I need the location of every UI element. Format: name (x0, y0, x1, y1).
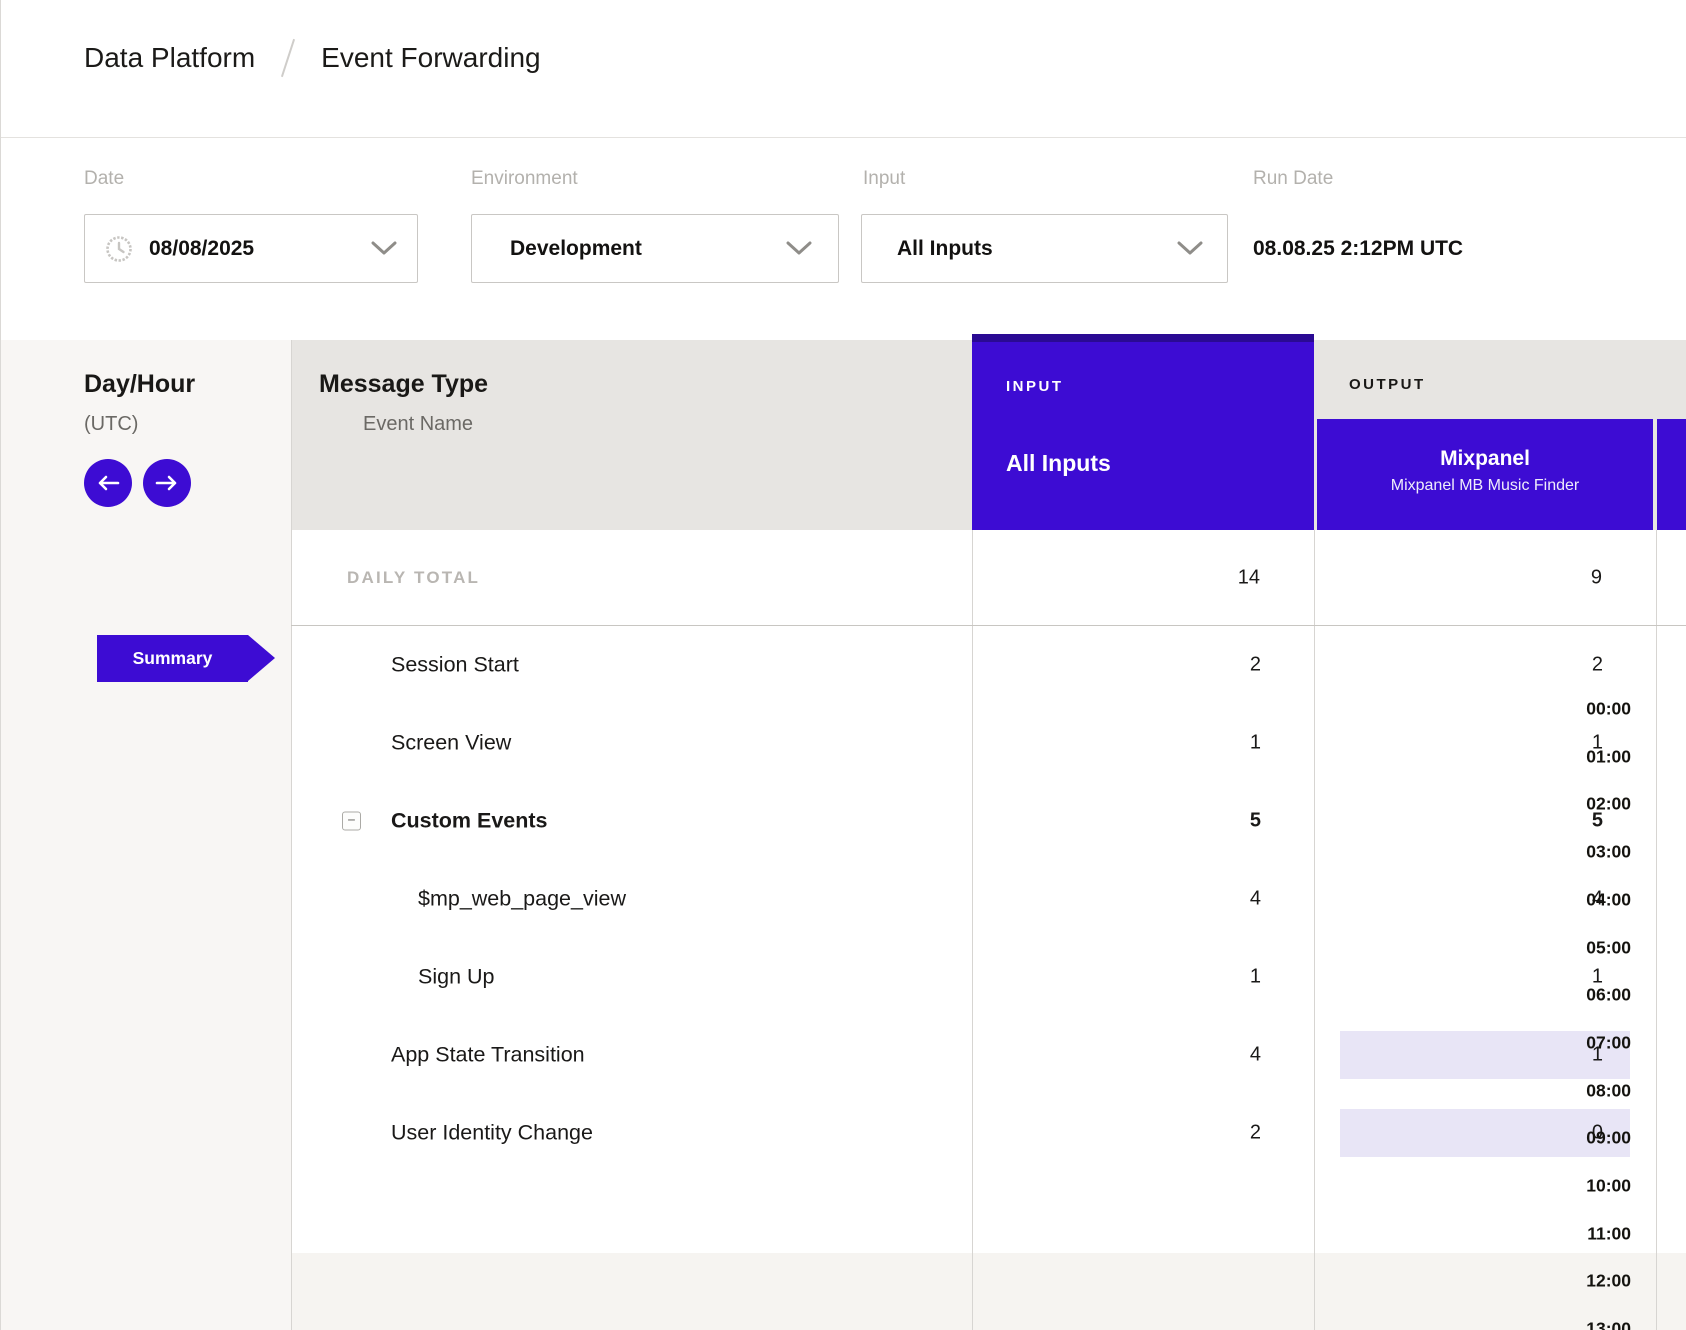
grid-line-input-left (972, 530, 973, 1330)
table-row[interactable]: − Custom Events 5 5 (1, 782, 1686, 860)
input-count: 5 (1249, 809, 1261, 832)
hour-item-1000[interactable]: 10:00 (1586, 1175, 1631, 1196)
table-row[interactable]: Session Start 2 2 (1, 626, 1686, 704)
mixpanel-column-subtitle: Mixpanel MB Music Finder (1390, 477, 1580, 494)
grid-line-time-rail (291, 340, 292, 1330)
input-count: 1 (1249, 965, 1261, 988)
breadcrumb-data-platform[interactable]: Data Platform (84, 42, 256, 73)
day-hour-header: Day/Hour (84, 370, 196, 398)
output-count: 2 (1591, 653, 1603, 676)
top-bar: Data Platform Event Forwarding (1, 0, 1686, 138)
daily-total-output-value: 9 (1590, 566, 1602, 589)
event-name: Custom Events (391, 808, 548, 833)
event-name: User Identity Change (391, 1120, 593, 1145)
hour-item-0900[interactable]: 09:00 (1586, 1127, 1631, 1148)
hour-item-1300[interactable]: 13:00 (1586, 1318, 1631, 1330)
summary-tab-arrow (248, 635, 275, 681)
output-count: 1 (1591, 1043, 1603, 1066)
hour-item-0400[interactable]: 04:00 (1586, 889, 1631, 910)
table-row[interactable]: $mp_web_page_view 4 4 (1, 860, 1686, 938)
hour-item-0600[interactable]: 06:00 (1586, 984, 1631, 1005)
output-highlight-cell (1340, 1109, 1630, 1157)
hour-item-0300[interactable]: 03:00 (1586, 841, 1631, 862)
output-count: 5 (1591, 809, 1603, 832)
hour-item-1100[interactable]: 11:00 (1587, 1223, 1631, 1244)
clock-icon (106, 235, 132, 262)
environment-dropdown[interactable]: Development (471, 214, 839, 283)
event-name: Sign Up (418, 964, 495, 989)
next-output-column-partial (1657, 419, 1686, 530)
environment-value: Development (510, 236, 642, 260)
message-type-header: Message Type (319, 370, 489, 398)
daily-total-label: DAILY TOTAL (347, 567, 481, 587)
summary-tab[interactable]: Summary (97, 635, 275, 682)
input-column-header[interactable]: INPUT All Inputs (972, 334, 1314, 530)
date-dropdown[interactable]: 08/08/2025 (84, 214, 418, 283)
input-section-label: INPUT (1006, 378, 1064, 395)
hour-item-0000[interactable]: 00:00 (1586, 698, 1631, 719)
breadcrumb-separator (281, 38, 296, 78)
table-row[interactable]: User Identity Change 2 0 (1, 1094, 1686, 1172)
environment-filter-label: Environment (471, 168, 578, 189)
chevron-down-icon (371, 241, 397, 255)
input-count: 4 (1249, 1043, 1261, 1066)
date-value: 08/08/2025 (149, 236, 255, 260)
table-footer-band (291, 1253, 1686, 1330)
hour-item-0700[interactable]: 07:00 (1586, 1032, 1631, 1053)
table-row[interactable]: Sign Up 1 1 (1, 938, 1686, 1016)
output-section-label: OUTPUT (1349, 376, 1426, 393)
hour-item-0200[interactable]: 02:00 (1586, 793, 1631, 814)
hour-item-0800[interactable]: 08:00 (1586, 1080, 1631, 1101)
daily-total-row: DAILY TOTAL (291, 530, 1686, 626)
input-column-title: All Inputs (1006, 450, 1111, 476)
chevron-down-icon (786, 241, 812, 255)
input-filter-label: Input (863, 168, 906, 189)
arrow-right-icon (155, 475, 177, 491)
output-count: 0 (1591, 1121, 1603, 1144)
event-name-subheader: Event Name (363, 413, 474, 435)
input-count: 1 (1249, 731, 1261, 754)
hour-item-1200[interactable]: 12:00 (1586, 1270, 1631, 1291)
output-count: 1 (1591, 965, 1603, 988)
collapse-minus-icon[interactable]: − (342, 811, 361, 831)
date-filter-label: Date (84, 168, 125, 189)
grid-line-output-left (1314, 530, 1315, 1330)
event-name: App State Transition (391, 1042, 585, 1067)
input-count: 2 (1249, 1121, 1261, 1144)
event-name: Screen View (391, 730, 512, 755)
table-row[interactable]: App State Transition 4 1 (1, 1016, 1686, 1094)
output-highlight-cell (1340, 1031, 1630, 1079)
input-value: All Inputs (897, 236, 993, 260)
event-name: $mp_web_page_view (418, 886, 626, 911)
time-rail (1, 340, 291, 1330)
arrow-left-icon (98, 475, 120, 491)
table-row[interactable]: Screen View 1 1 (1, 704, 1686, 782)
event-name: Session Start (391, 652, 519, 677)
previous-day-button[interactable] (84, 459, 132, 507)
input-count: 2 (1249, 653, 1261, 676)
next-day-button[interactable] (143, 459, 191, 507)
input-count: 4 (1249, 887, 1261, 910)
breadcrumb: Data Platform Event Forwarding (84, 38, 541, 78)
input-column-top-strip (972, 334, 1314, 342)
run-date-value: 08.08.25 2:12PM UTC (1253, 236, 1464, 260)
output-count: 4 (1591, 887, 1603, 910)
mixpanel-column-header[interactable]: Mixpanel Mixpanel MB Music Finder (1317, 419, 1653, 530)
daily-total-input-value: 14 (1237, 566, 1260, 589)
mixpanel-column-title: Mixpanel (1440, 447, 1530, 470)
run-date-label: Run Date (1253, 168, 1334, 189)
day-hour-utc-label: (UTC) (84, 413, 139, 435)
summary-tab-label: Summary (132, 648, 213, 668)
chevron-down-icon (1177, 241, 1203, 255)
input-dropdown[interactable]: All Inputs (861, 214, 1228, 283)
hour-item-0500[interactable]: 05:00 (1586, 937, 1631, 957)
hour-item-0100[interactable]: 01:00 (1586, 746, 1631, 767)
breadcrumb-event-forwarding: Event Forwarding (321, 42, 541, 73)
grid-line-output-right (1656, 530, 1657, 1330)
output-count: 1 (1591, 731, 1603, 754)
